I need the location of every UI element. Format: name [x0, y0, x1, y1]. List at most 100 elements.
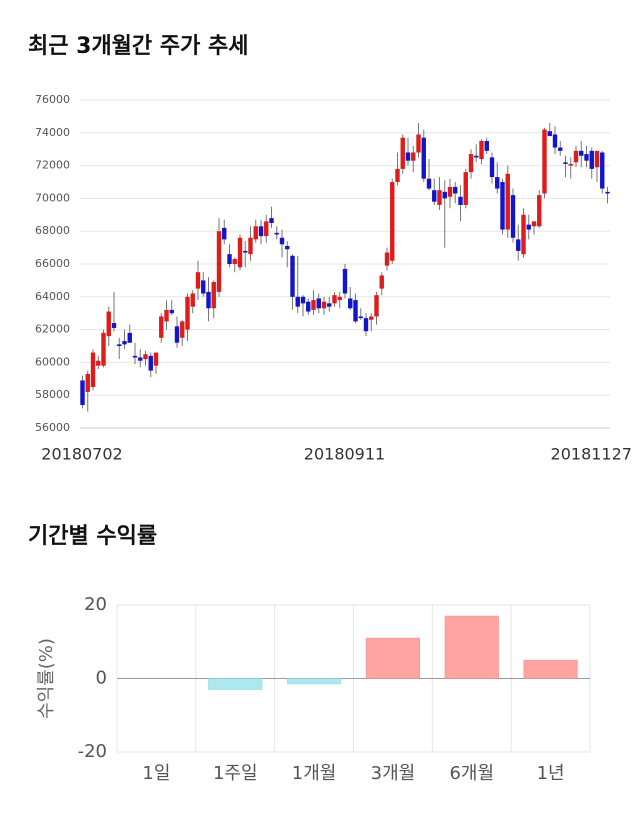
- candle-body: [264, 221, 269, 237]
- candle-body: [216, 231, 222, 292]
- candle-body: [605, 191, 610, 194]
- x-tick-label: 1개월: [292, 763, 337, 784]
- candle-body: [395, 168, 400, 182]
- candle-body: [222, 227, 227, 240]
- y-tick-label: 58000: [35, 388, 70, 401]
- candle-body: [484, 141, 489, 151]
- y-axis-label: 수익률(%): [36, 638, 57, 719]
- candle-body: [453, 186, 458, 194]
- x-tick-label: 1주일: [213, 763, 258, 784]
- candle-body: [447, 186, 453, 197]
- candle-body: [127, 332, 132, 343]
- candle-body: [358, 316, 363, 319]
- y-tick-label: 70000: [35, 191, 70, 204]
- candle-body: [169, 309, 174, 314]
- candle-body: [474, 155, 479, 158]
- candle-body: [174, 326, 180, 343]
- candle-body: [416, 134, 421, 153]
- candle-body: [106, 311, 111, 337]
- candle-body: [332, 295, 337, 304]
- candle-body: [421, 137, 426, 179]
- candle-body: [337, 296, 342, 301]
- candle-body: [500, 182, 505, 230]
- candle-body: [526, 224, 531, 230]
- candle-body: [316, 298, 321, 309]
- x-tick-label: 20180702: [41, 445, 122, 464]
- candle-body: [363, 318, 369, 332]
- candle-body: [594, 150, 600, 168]
- candle-body: [96, 360, 101, 366]
- candle-body: [600, 152, 605, 189]
- candle-body: [437, 190, 442, 205]
- x-tick-label: 6개월: [449, 763, 494, 784]
- candle-body: [531, 221, 537, 227]
- candle-body: [148, 355, 153, 371]
- candle-body: [311, 300, 316, 310]
- chart-title: 기간별 수익률: [28, 524, 157, 549]
- candle-body: [185, 296, 190, 330]
- candle-body: [400, 137, 405, 169]
- y-tick-label: 74000: [35, 126, 70, 139]
- candle-body: [138, 357, 143, 361]
- bar: [287, 678, 342, 685]
- bar: [208, 678, 263, 690]
- candle-body: [353, 300, 358, 322]
- y-tick-label: 72000: [35, 159, 70, 172]
- candle-body: [584, 154, 589, 161]
- y-tick-label: 66000: [35, 257, 70, 270]
- candle-body: [505, 173, 510, 230]
- bar: [365, 637, 420, 679]
- x-tick-label: 20181127: [551, 445, 632, 464]
- candle-body: [479, 141, 484, 160]
- candle-body: [201, 280, 206, 294]
- candle-body: [442, 191, 447, 199]
- y-tick-label: -20: [78, 741, 107, 762]
- x-tick-label: 20180911: [304, 445, 385, 464]
- bar: [444, 615, 499, 679]
- x-tick-label: 1년: [537, 763, 565, 784]
- candle-body: [132, 355, 138, 358]
- candle-body: [369, 316, 374, 320]
- candle-body: [379, 275, 384, 289]
- candle-body: [211, 282, 216, 309]
- candle-body: [458, 196, 463, 205]
- candle-body: [300, 296, 306, 304]
- y-tick-label: 62000: [35, 323, 70, 336]
- candle-body: [573, 150, 579, 163]
- candle-body: [390, 182, 395, 261]
- candle-body: [101, 332, 106, 366]
- candle-body: [521, 214, 526, 255]
- y-tick-label: 0: [96, 668, 107, 689]
- candle-body: [122, 341, 127, 345]
- candle-body: [495, 177, 500, 189]
- candle-body: [374, 295, 379, 317]
- candle-body: [237, 237, 243, 268]
- candle-body: [80, 380, 85, 406]
- candle-body: [384, 252, 390, 266]
- candle-body: [243, 250, 248, 253]
- candle-body: [405, 152, 411, 161]
- candle-body: [232, 259, 237, 264]
- candle-body: [180, 321, 185, 338]
- candle-body: [537, 195, 542, 227]
- candle-body: [489, 157, 495, 178]
- candle-body: [348, 298, 353, 309]
- candle-body: [516, 239, 521, 251]
- y-tick-label: 68000: [35, 224, 70, 237]
- x-tick-label: 1일: [142, 763, 170, 784]
- candle-body: [547, 131, 552, 137]
- y-tick-label: 56000: [35, 421, 70, 434]
- candle-body: [290, 255, 295, 297]
- candle-body: [342, 268, 348, 294]
- candle-body: [153, 352, 159, 366]
- candle-body: [463, 172, 468, 205]
- x-tick-label: 3개월: [371, 763, 416, 784]
- candle-body: [253, 226, 258, 240]
- y-tick-label: 60000: [35, 355, 70, 368]
- candle-body: [579, 150, 584, 156]
- candle-body: [164, 309, 169, 322]
- candle-body: [195, 272, 201, 289]
- candle-body: [411, 152, 416, 161]
- candle-body: [510, 195, 516, 238]
